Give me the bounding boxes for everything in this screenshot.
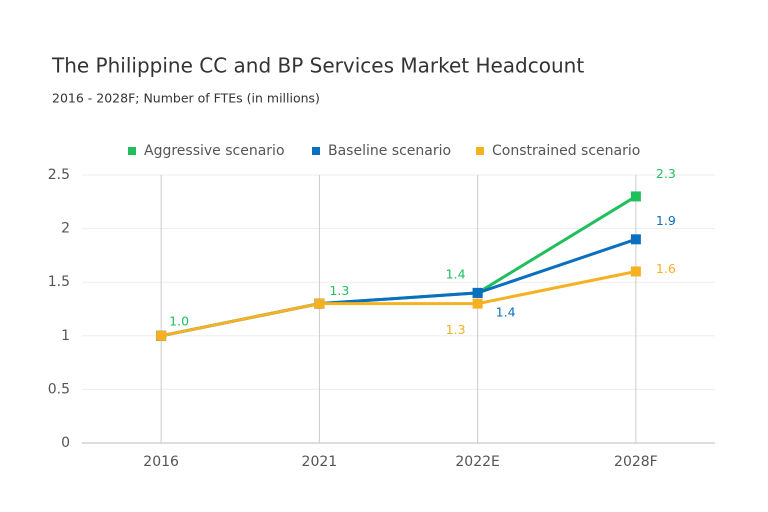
x-tick-label: 2021: [302, 454, 338, 470]
marker: [630, 266, 641, 277]
y-tick-label: 2: [61, 221, 70, 237]
series-line: [160, 195, 637, 338]
legend-swatch: [476, 147, 484, 155]
legend-swatch: [128, 147, 136, 155]
legend-label: Constrained scenario: [492, 143, 640, 159]
x-tick-label: 2028F: [614, 454, 658, 470]
data-label: 1.3: [329, 283, 349, 298]
data-label: 1.6: [656, 261, 676, 276]
marker: [156, 330, 167, 341]
marker: [314, 298, 325, 309]
y-tick-label: 2.5: [48, 167, 70, 183]
series-line: [160, 270, 637, 338]
marker: [630, 234, 641, 245]
marker: [472, 298, 483, 309]
y-tick-label: 0.5: [48, 381, 70, 397]
legend-swatch: [312, 147, 320, 155]
y-tick-label: 1.5: [48, 274, 70, 290]
y-tick-label: 0: [61, 435, 70, 451]
legend-label: Aggressive scenario: [144, 143, 285, 159]
data-label: 2.3: [656, 166, 676, 181]
marker: [472, 287, 483, 298]
data-label: 1.4: [446, 266, 466, 281]
marker: [630, 191, 641, 202]
y-tick-label: 1: [61, 328, 70, 344]
x-tick-label: 2016: [143, 454, 179, 470]
data-label: 1.3: [446, 322, 466, 337]
legend-label: Baseline scenario: [328, 143, 451, 159]
chart-title: The Philippine CC and BP Services Market…: [51, 54, 584, 78]
chart-subtitle: 2016 - 2028F; Number of FTEs (in million…: [52, 91, 320, 106]
x-tick-label: 2022E: [455, 454, 499, 470]
data-label: 1.0: [169, 313, 189, 328]
data-label: 1.4: [496, 304, 516, 319]
data-label: 1.9: [656, 213, 676, 228]
